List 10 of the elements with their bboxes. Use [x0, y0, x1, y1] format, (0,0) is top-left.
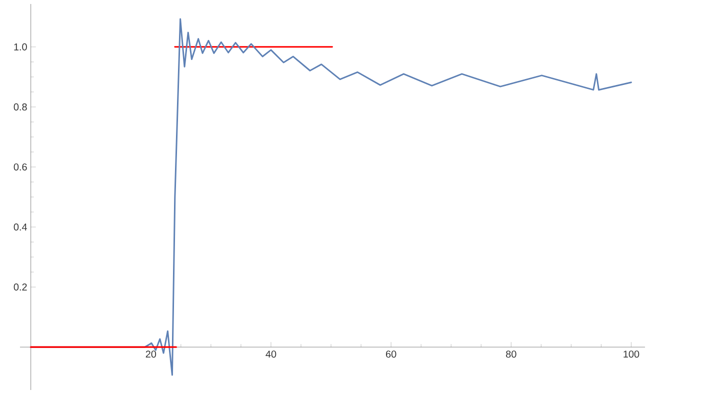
- x-tick-label: 20: [146, 350, 156, 358]
- x-tick-label: 80: [506, 350, 516, 358]
- x-tick-label: 40: [266, 350, 276, 358]
- x-tick-label: 60: [386, 350, 396, 358]
- y-tick-label: 0.6: [14, 163, 27, 171]
- y-tick-label: 1.0: [14, 43, 27, 50]
- y-tick-label: 0.2: [14, 284, 27, 291]
- y-tick-label: 0.4: [14, 223, 27, 231]
- x-tick-label: 100: [624, 350, 640, 358]
- y-tick-label: 0.8: [14, 103, 27, 110]
